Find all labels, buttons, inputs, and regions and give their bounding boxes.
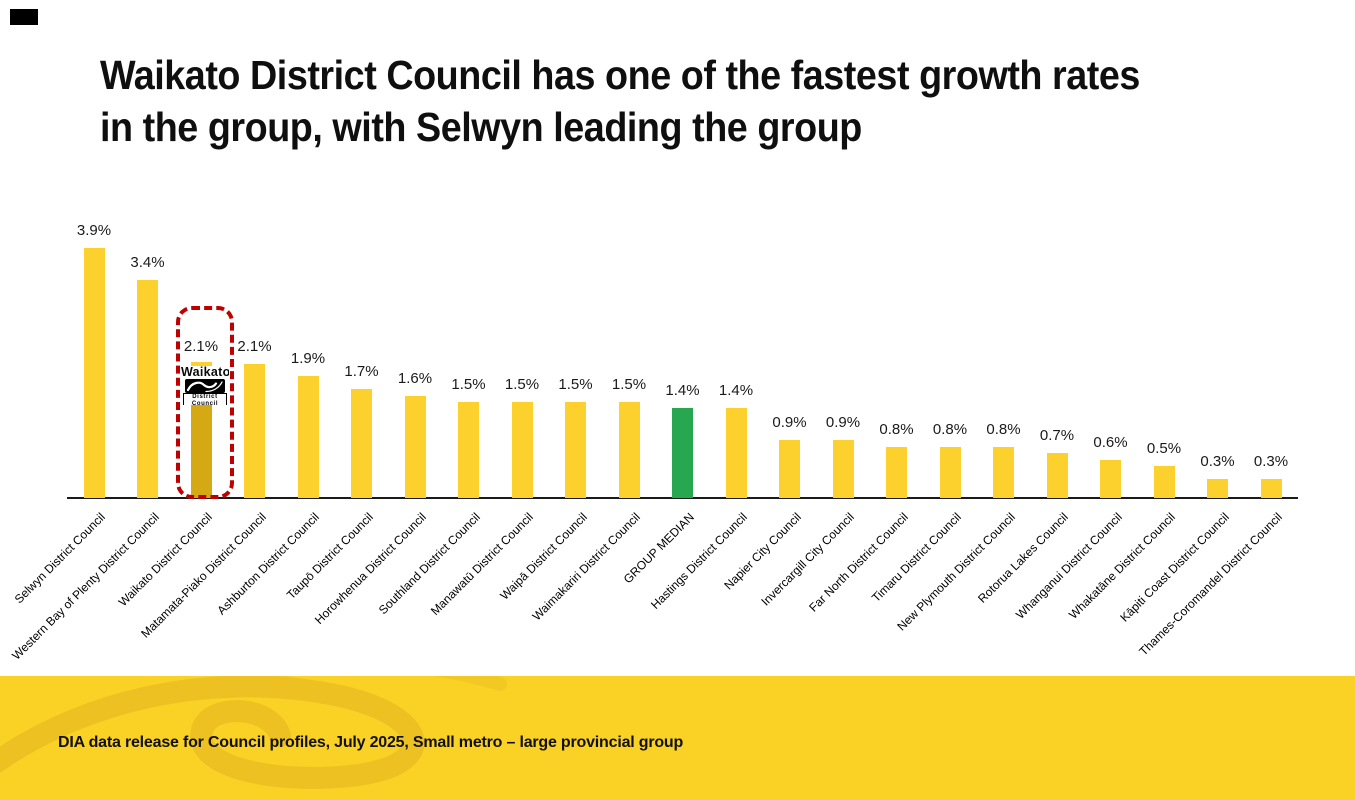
bar xyxy=(137,280,158,498)
corner-mark xyxy=(10,9,38,25)
bar xyxy=(458,402,479,498)
bar-value-label: 1.5% xyxy=(558,376,593,393)
bar-group-median xyxy=(672,408,693,498)
bar-value-label: 0.9% xyxy=(772,414,807,432)
bar-value-label: 0.7% xyxy=(1039,427,1075,445)
bar xyxy=(1207,478,1228,498)
bar-value-label: 2.1% xyxy=(237,337,272,355)
bar-value-label: 1.5% xyxy=(504,376,540,393)
logo-name: Waikato xyxy=(181,366,229,379)
waikato-logo: Waikato District Council Te Kaunihera aa… xyxy=(181,366,229,405)
bar xyxy=(1046,453,1068,498)
bar xyxy=(993,446,1014,498)
bar xyxy=(244,363,265,498)
bar-value-label: 0.3% xyxy=(1253,452,1289,470)
bar-value-label: 0.9% xyxy=(825,414,861,432)
bar xyxy=(351,389,372,498)
waikato-bar-top-cap xyxy=(190,362,212,367)
logo-swirl-icon xyxy=(185,379,225,393)
bar-value-label: 0.3% xyxy=(1200,452,1235,470)
bar xyxy=(779,440,800,498)
slide-title: Waikato District Council has one of the … xyxy=(100,49,1296,153)
bar xyxy=(886,446,907,498)
bar-value-label: 0.8% xyxy=(879,420,914,438)
bar xyxy=(1260,478,1282,498)
bar xyxy=(939,446,961,498)
bar xyxy=(511,402,533,498)
bar-value-label: 0.6% xyxy=(1093,433,1128,451)
bar-value-label: 1.5% xyxy=(451,376,486,393)
bar-value-label: 0.5% xyxy=(1146,440,1182,457)
title-line-1: Waikato District Council has one of the … xyxy=(100,52,1140,98)
bar-value-label: 1.4% xyxy=(665,382,700,400)
logo-subtitle: District Council xyxy=(183,393,227,405)
bar xyxy=(1100,459,1121,498)
title-line-2: in the group, with Selwyn leading the gr… xyxy=(100,104,862,150)
bar-value-label: 1.4% xyxy=(718,382,754,400)
bar-value-label: 0.8% xyxy=(986,420,1021,438)
bar xyxy=(1153,466,1175,498)
bar-value-label: 1.7% xyxy=(344,363,379,381)
footer-source-text: DIA data release for Council profiles, J… xyxy=(58,734,684,751)
bar xyxy=(297,376,319,498)
bar xyxy=(618,402,640,498)
bar xyxy=(404,395,426,498)
bar-value-label: 2.1% xyxy=(183,337,219,355)
bar xyxy=(83,248,105,498)
bar xyxy=(832,440,854,498)
bar-value-label: 3.4% xyxy=(130,254,165,272)
bar xyxy=(565,402,586,498)
koru-swirl-decoration xyxy=(0,676,507,789)
bar-value-label: 1.5% xyxy=(611,376,647,393)
bar-value-label: 1.9% xyxy=(290,350,326,368)
bar-value-label: 1.6% xyxy=(397,369,433,387)
footer-band: DIA data release for Council profiles, J… xyxy=(0,676,1355,800)
bar xyxy=(725,408,747,498)
bar-value-label: 3.9% xyxy=(76,222,112,240)
highlight-outline xyxy=(176,306,234,499)
bar-value-label: 0.8% xyxy=(932,420,968,438)
